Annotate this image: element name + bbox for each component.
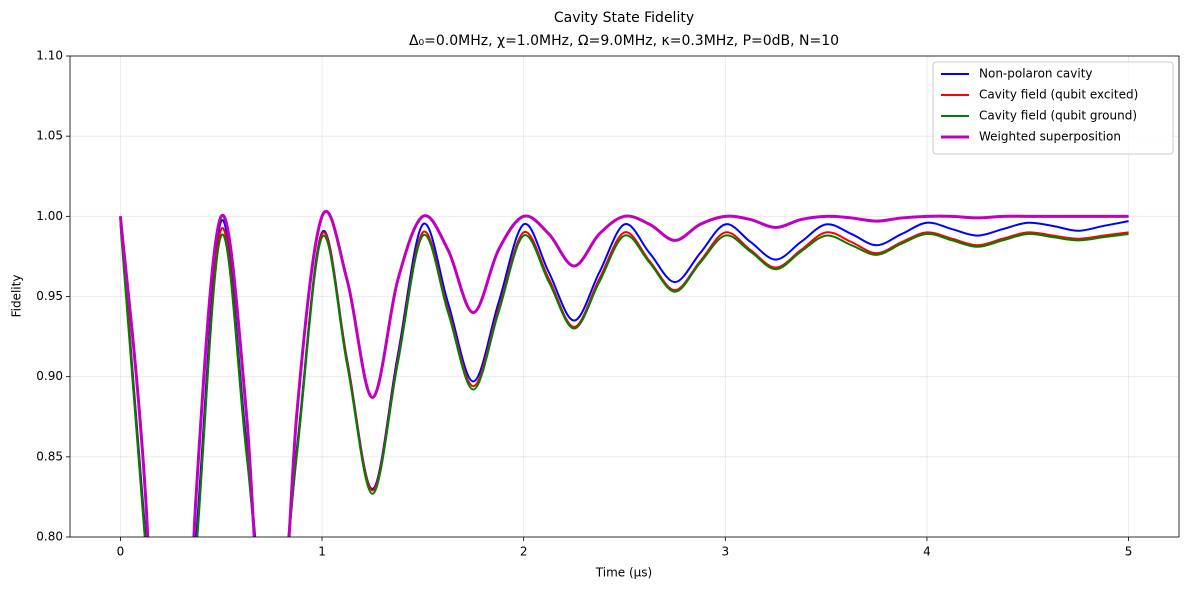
chart-title: Cavity State Fidelity [554, 10, 694, 26]
legend: Non-polaron cavity Cavity field (qubit ex… [932, 61, 1174, 155]
x-tick-label: 1 [318, 545, 326, 559]
x-tick-label: 4 [923, 545, 931, 559]
y-axis-label: Fidelity [10, 275, 24, 318]
chart-subtitle: Δ₀=0.0MHz, χ=1.0MHz, Ω=9.0MHz, κ=0.3MHz,… [409, 33, 839, 49]
y-tick-label: 0.85 [36, 449, 63, 463]
y-tick-label: 0.80 [36, 530, 63, 544]
plot-area [118, 209, 1129, 537]
legend-label: Cavity field (qubit excited) [979, 88, 1138, 102]
x-tick-label: 0 [117, 545, 125, 559]
series-line [118, 209, 1129, 537]
y-tick-label: 1.00 [36, 209, 63, 223]
legend-label: Cavity field (qubit ground) [979, 109, 1137, 123]
series-line [119, 224, 1129, 537]
legend-label: Non-polaron cavity [979, 67, 1093, 81]
series-line [119, 216, 1129, 537]
y-tick-label: 1.10 [36, 49, 63, 63]
x-tick-label: 3 [721, 545, 729, 559]
legend-box [932, 61, 1174, 155]
y-tick-label: 1.05 [36, 129, 63, 143]
x-axis-label: Time (µs) [595, 566, 652, 580]
y-tick-label: 0.95 [36, 289, 63, 303]
y-tick-label: 0.90 [36, 369, 63, 383]
series-line [119, 216, 1129, 537]
x-tick-label: 2 [520, 545, 528, 559]
legend-label: Weighted superposition [979, 130, 1121, 144]
x-tick-label: 5 [1125, 545, 1133, 559]
